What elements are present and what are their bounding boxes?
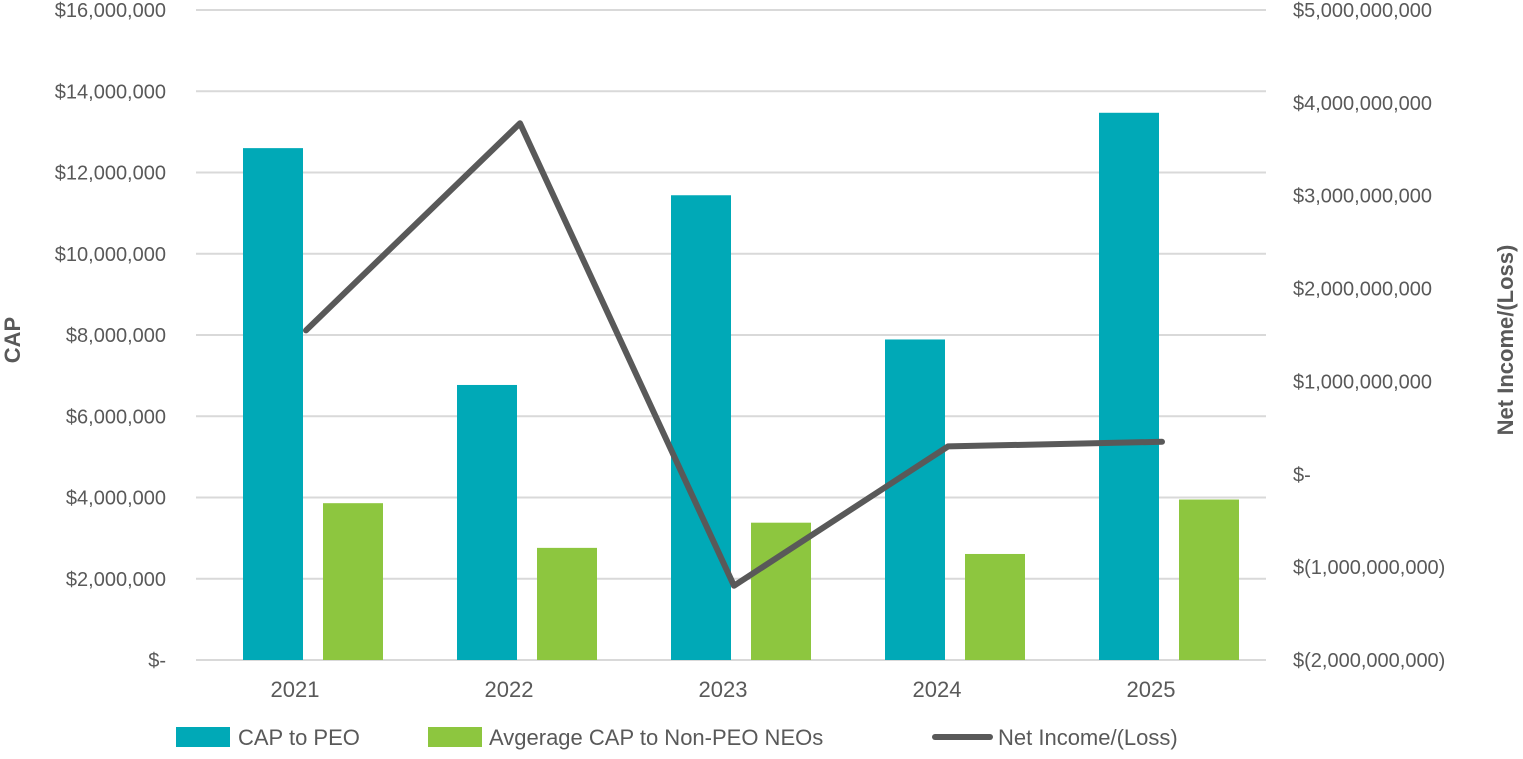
x-tick-label: 2022 <box>485 677 534 702</box>
left-tick-label: $2,000,000 <box>66 569 166 591</box>
net-income-line <box>303 120 1165 589</box>
left-axis-ticks: $- $2,000,000 $4,000,000 $6,000,000 $8,000,0… <box>55 0 166 672</box>
left-axis-title: CAP <box>0 317 25 363</box>
left-tick-label: $16,000,000 <box>55 0 166 22</box>
legend-label-cap-to-peo: CAP to PEO <box>238 725 360 750</box>
right-tick-label: $5,000,000,000 <box>1293 0 1432 22</box>
bar-non-peo-2021 <box>323 503 383 660</box>
left-tick-label: $10,000,000 <box>55 244 166 266</box>
bar-cap-to-peo-2025 <box>1099 112 1159 660</box>
bar-cap-to-peo-2024 <box>885 339 945 660</box>
bar-non-peo-2025 <box>1179 499 1239 660</box>
x-tick-label: 2021 <box>271 677 320 702</box>
right-tick-label: $- <box>1293 464 1311 486</box>
legend-label-net-income: Net Income/(Loss) <box>998 725 1178 750</box>
legend-swatch-non-peo <box>428 727 482 747</box>
right-tick-label: $4,000,000,000 <box>1293 93 1432 115</box>
left-tick-label: $14,000,000 <box>55 81 166 103</box>
right-tick-label: $2,000,000,000 <box>1293 279 1432 301</box>
left-tick-label: $6,000,000 <box>66 406 166 428</box>
right-tick-label: $(1,000,000,000) <box>1293 557 1445 579</box>
left-tick-label: $4,000,000 <box>66 488 166 510</box>
bar-series <box>243 112 1239 660</box>
right-tick-label: $1,000,000,000 <box>1293 371 1432 393</box>
right-tick-label: $3,000,000,000 <box>1293 186 1432 208</box>
legend-swatch-cap-to-peo <box>176 727 230 747</box>
right-tick-label: $(2,000,000,000) <box>1293 650 1445 672</box>
left-tick-label: $12,000,000 <box>55 163 166 185</box>
x-tick-label: 2023 <box>699 677 748 702</box>
bar-cap-to-peo-2021 <box>243 148 303 660</box>
bar-cap-to-peo-2023 <box>671 195 731 660</box>
bar-non-peo-2024 <box>965 553 1025 660</box>
x-axis-ticks: 2021 2022 2023 2024 2025 <box>271 677 1176 702</box>
bar-non-peo-2022 <box>537 547 597 660</box>
legend: CAP to PEO Avgerage CAP to Non-PEO NEOs … <box>176 725 1178 750</box>
line-series <box>303 120 1165 589</box>
left-tick-label: $- <box>148 650 166 672</box>
left-tick-label: $8,000,000 <box>66 325 166 347</box>
legend-label-non-peo: Avgerage CAP to Non-PEO NEOs <box>489 725 823 750</box>
x-tick-label: 2024 <box>913 677 962 702</box>
x-tick-label: 2025 <box>1127 677 1176 702</box>
right-axis-title: Net Income/(Loss) <box>1493 245 1518 436</box>
right-axis-ticks: $(2,000,000,000) $(1,000,000,000) $- $1,000… <box>1293 0 1445 672</box>
bar-cap-to-peo-2022 <box>457 384 517 660</box>
